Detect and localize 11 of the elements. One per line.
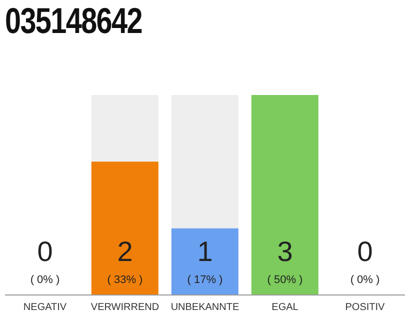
chart-title: 035148642 <box>5 0 142 42</box>
data-label: 0 ( 0% ) <box>350 236 380 286</box>
x-tick-label: NEGATIV <box>23 302 67 314</box>
x-tick-label: VERWIRREND <box>90 302 160 314</box>
x-tick-label: POSITIV <box>345 302 386 314</box>
data-label: 0 ( 0% ) <box>30 236 60 286</box>
x-tick-label: UNBEKANNTE <box>170 302 240 314</box>
data-label: 1 ( 17% ) <box>187 236 223 286</box>
data-label: 2 ( 33% ) <box>107 236 143 286</box>
x-tick-label: EGAL <box>272 302 299 314</box>
data-label: 3 ( 50% ) <box>267 236 303 286</box>
